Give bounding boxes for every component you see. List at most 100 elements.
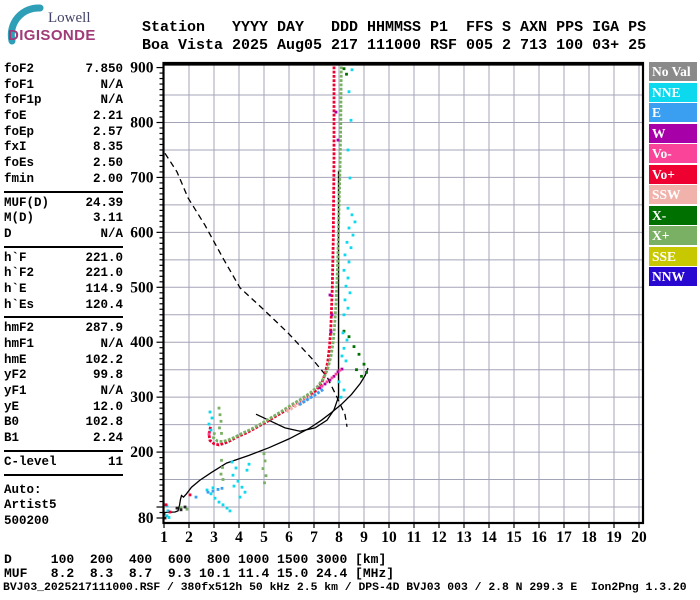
muf-table-row: MUF 8.2 8.3 8.7 9.3 10.1 11.4 15.0 24.4 …	[4, 566, 395, 581]
param-label: yF1	[4, 384, 27, 399]
trace-x-minus-dots	[342, 67, 368, 378]
legend-item-sse: SSE	[649, 246, 697, 266]
x-tick-label: 4	[235, 529, 243, 546]
param-row-d: D N/A	[4, 227, 123, 243]
param-group-2: h`F 221.0 h`F2 221.0 h`E 114.9 h`Es 120.4	[4, 245, 123, 314]
param-value: N/A	[100, 337, 123, 351]
x-tick-label: 11	[407, 529, 422, 546]
param-label: h`F2	[4, 266, 35, 281]
trace-misc-vo-plus-dots	[164, 493, 192, 514]
param-value: 24.39	[85, 195, 123, 210]
param-row-foes: foEs 2.50	[4, 156, 123, 172]
logo-digisonde-text: DIGISONDE	[8, 27, 96, 44]
param-label: M(D)	[4, 211, 35, 226]
param-row-hf2: h`F2 221.0	[4, 266, 123, 282]
param-row-fof2: foF2 7.850	[4, 62, 123, 78]
y-tick-label: 800	[130, 115, 154, 132]
legend-item-x: X+	[649, 226, 697, 245]
y-tick-label: 400	[130, 334, 154, 351]
trace-band-east	[298, 387, 325, 407]
param-value: 2.57	[92, 124, 123, 139]
x-tick-label: 1	[160, 529, 168, 546]
y-tick-label: 300	[130, 389, 154, 406]
echo-traces	[163, 66, 368, 520]
param-label: foF2	[4, 62, 35, 76]
param-group-0: foF2 7.850 foF1 N/A foF1p N/A foE 2.21 foEp 2.57 f…	[4, 62, 123, 188]
param-row-fof1: foF1 N/A	[4, 78, 123, 94]
param-label: fxI	[4, 140, 27, 155]
param-row-ye: yE 12.0	[4, 400, 123, 416]
param-row-md: M(D) 3.11	[4, 211, 123, 227]
param-value: 114.9	[85, 281, 123, 296]
y-tick-label: 500	[130, 279, 154, 296]
lowell-digisonde-logo: Lowell DIGISONDE	[2, 2, 132, 52]
y-tick-label: 80	[138, 510, 154, 527]
plot-border	[162, 61, 645, 525]
model-curves	[163, 152, 369, 514]
plot-grid	[163, 63, 643, 523]
legend-item-nnw: NNW	[649, 267, 697, 286]
param-label: foF1	[4, 77, 35, 92]
param-label: h`Es	[4, 297, 35, 312]
trace-f-trace-x-mode	[211, 66, 343, 444]
trace-band-west	[318, 110, 344, 390]
echo-classification-legend: No Val NNE E W Vo- Vo+ SSW X- X+ SSE NNW	[649, 62, 697, 288]
param-label: Artist5	[4, 498, 57, 513]
param-row-auto: Auto:	[4, 483, 123, 499]
x-tick-label: 10	[381, 529, 397, 546]
param-label: D	[4, 226, 12, 241]
param-row-artist5: Artist5	[4, 498, 123, 514]
status-line: BVJ03_2025217111000.RSF / 380fx512h 50 k…	[3, 582, 687, 594]
distance-table-row: D 100 200 400 600 800 1000 1500 3000 [km…	[4, 552, 387, 567]
param-value: 102.8	[85, 415, 123, 430]
x-tick-label: 6	[285, 529, 293, 546]
param-label: hmF1	[4, 337, 35, 351]
x-tick-label: 3	[210, 529, 218, 546]
x-tick-label: 13	[456, 529, 472, 546]
param-value: 2.50	[92, 156, 123, 171]
x-tick-label: 20	[631, 529, 647, 546]
param-value: 99.8	[92, 368, 123, 383]
param-value: 221.0	[85, 266, 123, 281]
trace-mid-nne	[165, 410, 251, 519]
logo-lowell-text: Lowell	[48, 10, 91, 26]
x-tick-label: 16	[531, 529, 547, 546]
param-label: foEs	[4, 156, 35, 171]
param-row-yf2: yF2 99.8	[4, 368, 123, 384]
param-row-fxi: fxI 8.35	[4, 140, 123, 156]
legend-item-vo: Vo+	[649, 164, 697, 184]
x-tick-label: 19	[606, 529, 622, 546]
param-value: 221.0	[85, 250, 123, 265]
param-label: hmE	[4, 352, 27, 367]
legend-item-x: X-	[649, 205, 697, 225]
param-row-yf1: yF1 N/A	[4, 384, 123, 400]
param-value: 287.9	[85, 321, 123, 336]
x-tick-label: 9	[360, 529, 368, 546]
param-group-4: C-level 11	[4, 449, 123, 476]
param-value: 102.2	[85, 352, 123, 367]
param-row-b1: B1 2.24	[4, 431, 123, 447]
param-label: C-level	[4, 454, 57, 469]
param-value: N/A	[100, 93, 123, 108]
header-column-titles: Station YYYY DAY DDD HHMMSS P1 FFS S AXN…	[142, 19, 647, 36]
x-tick-label: 14	[481, 529, 497, 546]
param-row-foe: foE 2.21	[4, 109, 123, 125]
logo-arc-icon	[7, 4, 44, 45]
trace-es-east-dots	[194, 486, 224, 499]
param-label: yF2	[4, 368, 27, 383]
param-value: N/A	[100, 77, 123, 92]
trace-f-trace-o-mode	[207, 66, 336, 447]
param-row-clevel: C-level 11	[4, 455, 123, 471]
y-tick-label: 200	[130, 444, 154, 461]
header-station-values: Boa Vista 2025 Aug05 217 111000 RSF 005 …	[142, 37, 647, 54]
param-row-hmf2: hmF2 287.9	[4, 321, 123, 337]
param-value: 120.4	[85, 297, 123, 312]
axis-ticks	[156, 66, 640, 528]
param-row-hf: h`F 221.0	[4, 251, 123, 267]
param-value: 3.11	[92, 211, 123, 226]
x-tick-label: 5	[260, 529, 268, 546]
param-value: 8.35	[92, 140, 123, 155]
